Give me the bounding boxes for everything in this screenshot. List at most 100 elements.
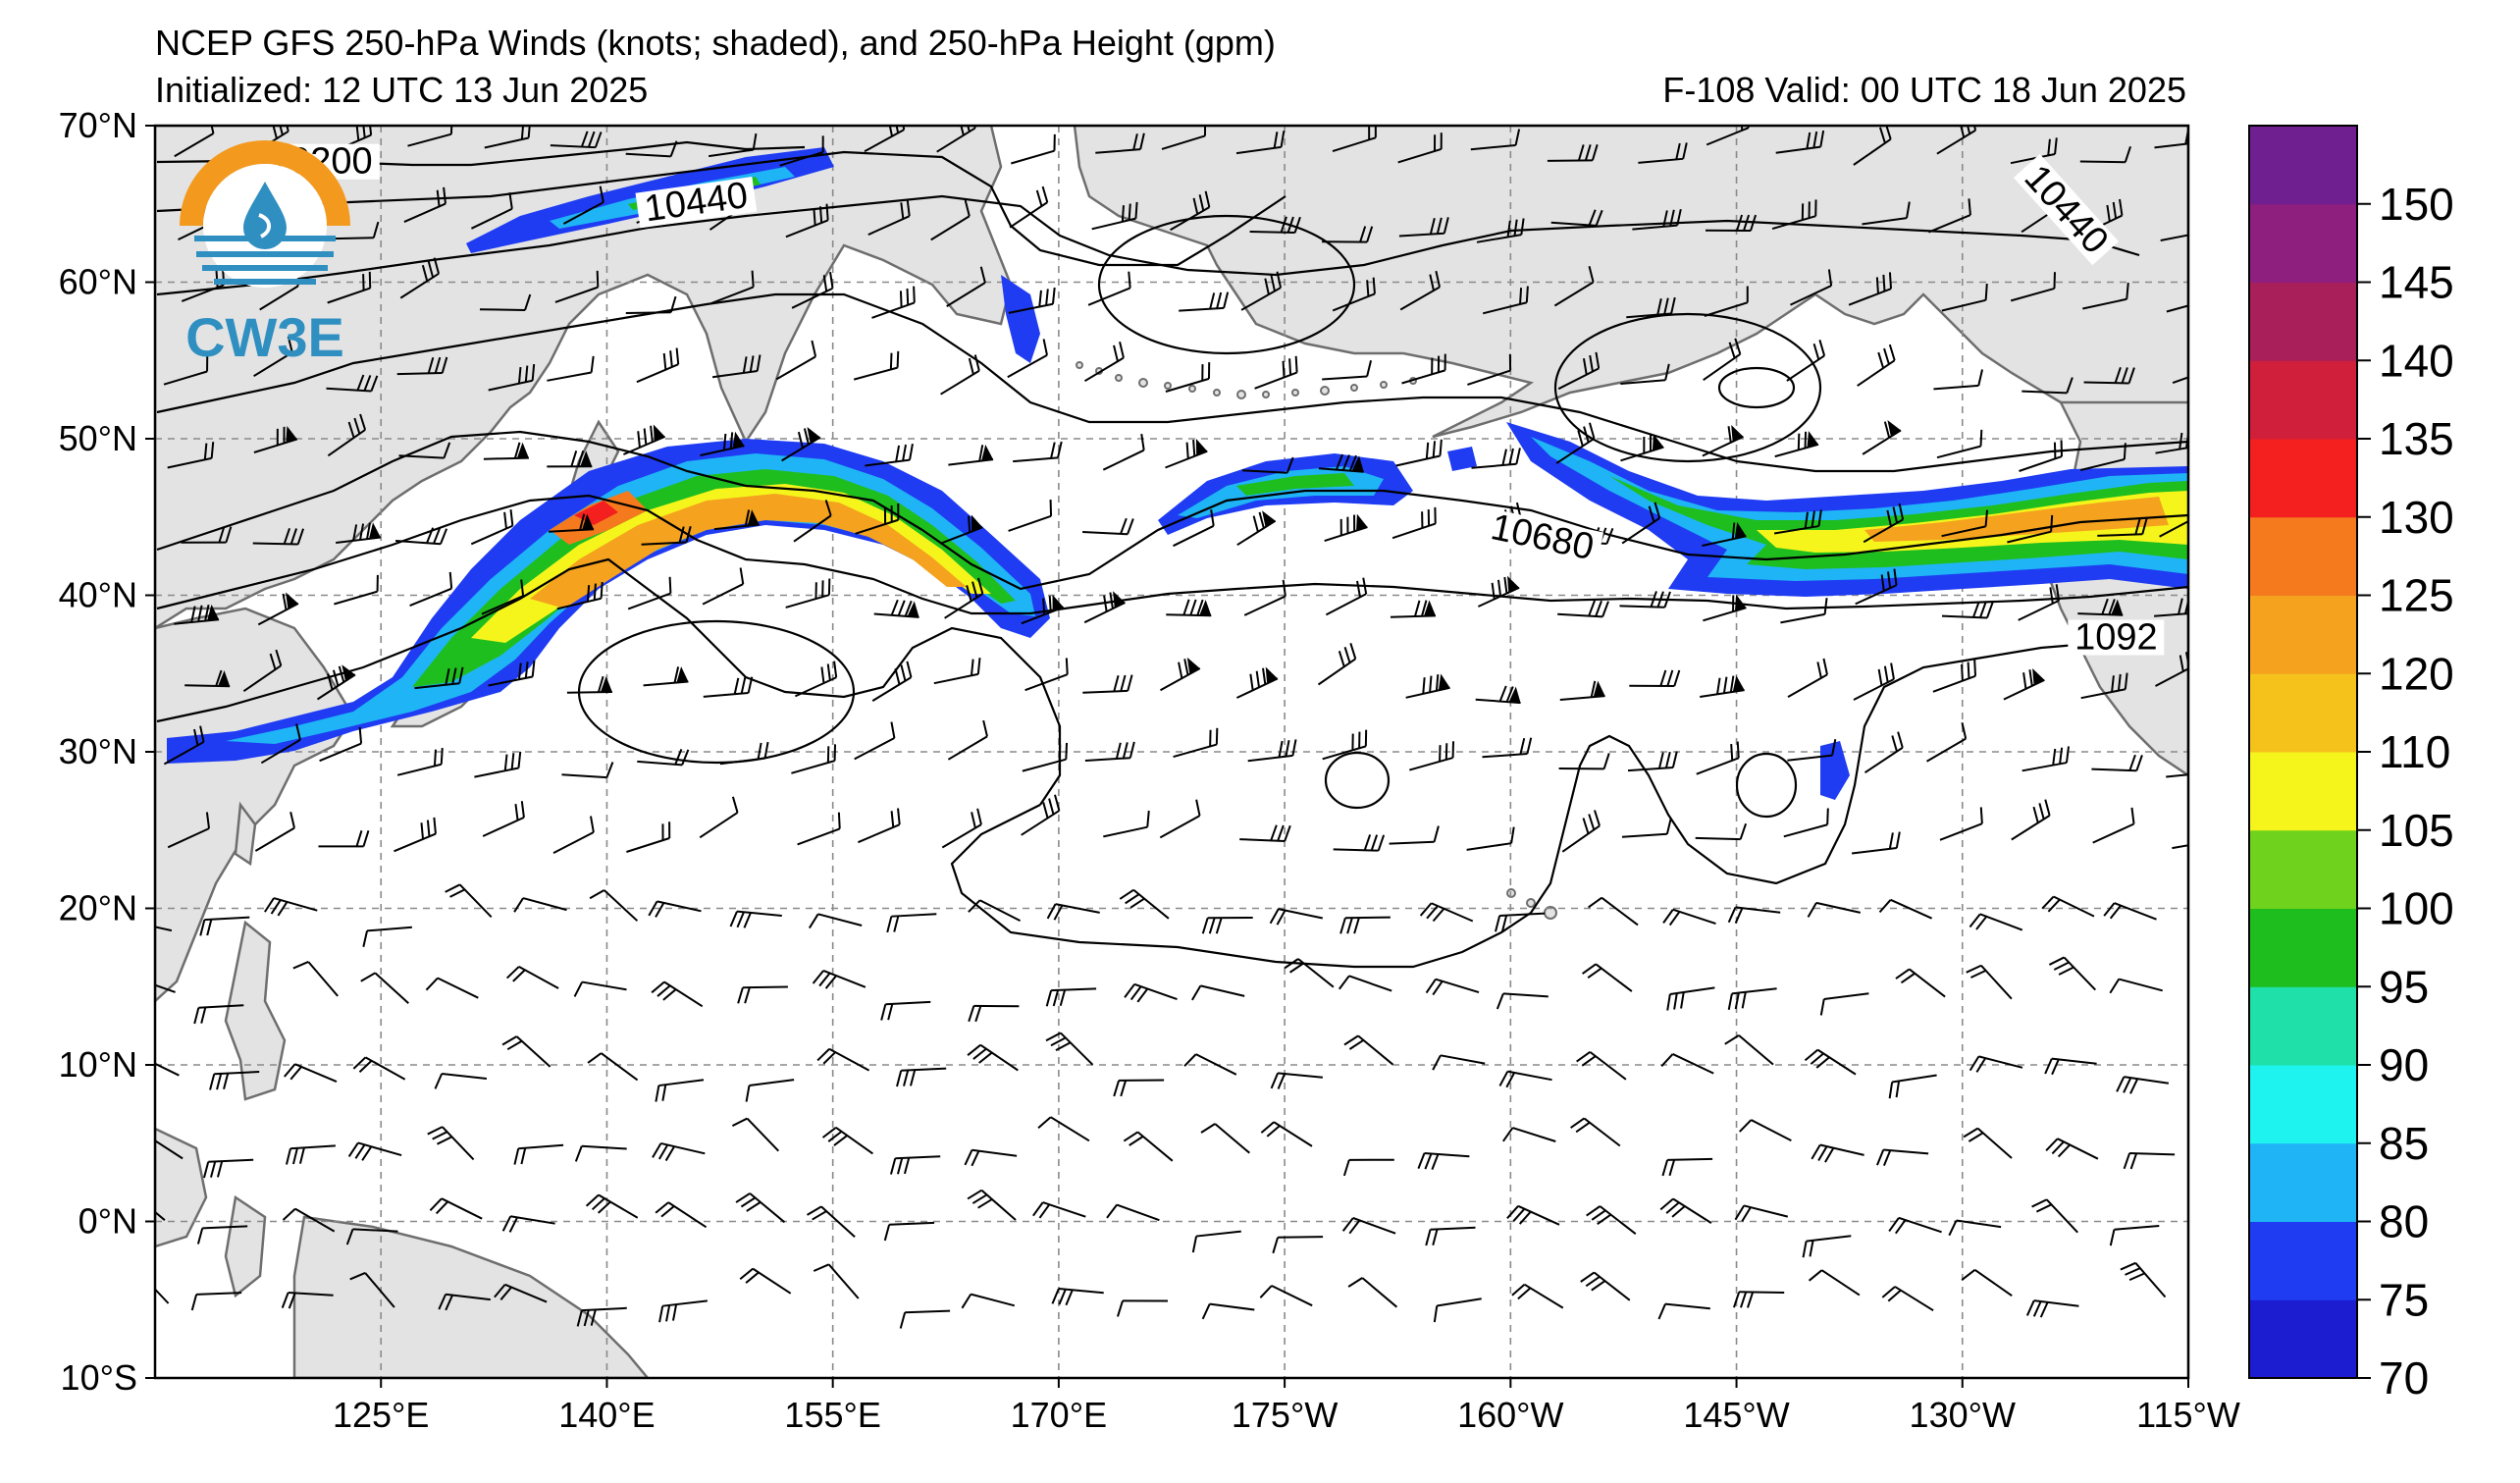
wind-barb [1661, 1157, 1713, 1177]
wind-barb [1819, 992, 1869, 1016]
contour-label-bg [2013, 153, 2120, 266]
contour-label: 1092 [2068, 617, 2165, 659]
wind-barb [1783, 808, 1829, 838]
wind-barb [1159, 799, 1201, 839]
wind-barb [947, 719, 988, 761]
wind-barb [1773, 509, 1822, 535]
wind-barb [1511, 1283, 1564, 1309]
wind-barb [1888, 1216, 1942, 1235]
jet-bering [1001, 275, 1040, 363]
colorbar-tick-label: 130 [2379, 492, 2454, 543]
wind-barb [2003, 667, 2045, 701]
wind-barb [1419, 902, 1474, 923]
wind-barb [494, 1283, 548, 1303]
wind-barb [1621, 818, 1672, 838]
wind-barb [427, 1126, 475, 1161]
wind-barb [403, 186, 446, 224]
wind-barb [184, 669, 231, 688]
wind-barb [961, 1293, 1016, 1309]
wind-barb [1853, 662, 1895, 701]
wind-barb [1495, 912, 1546, 932]
wind-barb [2172, 366, 2188, 385]
wind-barb [745, 1079, 795, 1102]
logo-ring-top [180, 140, 350, 227]
wind-barb [556, 581, 604, 610]
wind-barb [1787, 658, 1828, 698]
contour-high-east [1735, 752, 1798, 819]
x-tick-label: 145°W [1683, 1395, 1789, 1435]
wind-barb [513, 1143, 564, 1165]
wind-barb [2160, 231, 2188, 241]
wind-barb [1249, 216, 1301, 235]
colorbar-segment [2249, 126, 2357, 205]
wind-barb [1270, 1072, 1323, 1089]
wind-barb [470, 508, 514, 546]
wind-barb [1704, 286, 1749, 317]
wind-barb [174, 126, 215, 158]
y-tick-label: 10°S [61, 1357, 137, 1398]
wind-barb [1786, 340, 1826, 382]
wind-barb [2079, 443, 2126, 471]
wind-barb [1561, 810, 1601, 853]
wind-barb [2097, 517, 2148, 537]
wind-barb [1317, 643, 1357, 686]
wind-barb [2166, 771, 2188, 778]
wind-barb [1397, 132, 1443, 164]
wind-barb [1201, 917, 1253, 934]
wind-barb [794, 661, 838, 698]
wind-barbs [155, 126, 2188, 1329]
x-tick-label: 155°E [784, 1395, 880, 1435]
wind-barb [1343, 1034, 1394, 1066]
wind-barb [1857, 344, 1896, 387]
wind-barb [2077, 598, 2124, 616]
wind-barb [252, 528, 304, 546]
wind-barb [573, 980, 627, 997]
wind-barb [1482, 737, 1533, 759]
wind-barb [1395, 439, 1443, 467]
wind-barb [1790, 269, 1833, 306]
wind-barb [2079, 145, 2131, 164]
wind-barb [1013, 441, 1063, 463]
wind-barb [589, 889, 639, 922]
y-tick-label: 20°N [59, 888, 137, 928]
contour-10920-north [156, 557, 1062, 806]
wind-barb [1969, 1055, 2023, 1073]
wind-barb [1161, 126, 1207, 150]
wind-barb [1117, 1299, 1169, 1317]
wind-barb [797, 812, 841, 846]
wind-barb [1341, 1217, 1396, 1235]
wind-barb [434, 1073, 488, 1089]
wind-barb [968, 1004, 1020, 1023]
wind-barb [562, 185, 604, 225]
wind-barb [1547, 143, 1599, 162]
x-tick-label: 125°E [333, 1395, 429, 1435]
y-tick-label: 40°N [59, 575, 137, 615]
wind-barb [899, 1309, 951, 1329]
wind-barb [1727, 987, 1777, 1011]
contour-10920-sub [950, 636, 2130, 969]
land-siberia [155, 126, 1013, 630]
wind-barb [939, 514, 983, 545]
wind-barb [854, 721, 896, 761]
wind-barb [1925, 722, 1968, 763]
wind-barb [1932, 660, 1977, 693]
wind-barb [1851, 831, 1901, 855]
colorbar-tick-label: 105 [2379, 805, 2454, 856]
wind-barb [1240, 271, 1283, 311]
wind-barb [2120, 1261, 2167, 1298]
wind-barb [2123, 1151, 2176, 1170]
wind-barb [398, 442, 451, 459]
wind-barb [155, 976, 176, 993]
wind-barb [1332, 277, 1376, 312]
wind-barb [2109, 1225, 2160, 1246]
wind-barb [871, 286, 916, 319]
wind-barb [1091, 201, 1138, 231]
wind-barb [1558, 753, 1610, 770]
wind-barb [1095, 132, 1145, 154]
colorbar-segment [2249, 360, 2357, 440]
wind-barb [1119, 888, 1170, 920]
wind-barb [488, 363, 536, 392]
wind-barb [327, 413, 367, 457]
wind-barb [352, 1056, 406, 1081]
contour-label-bg [1481, 507, 1604, 567]
